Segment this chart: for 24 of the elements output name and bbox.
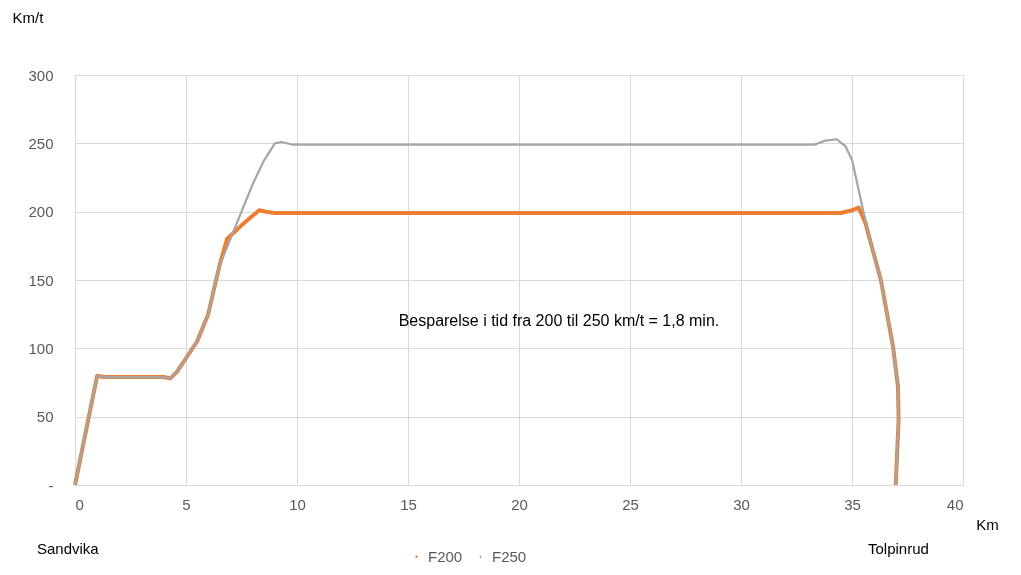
- text: Tolpinrud: [868, 540, 929, 557]
- y-tick-label: -: [48, 476, 54, 494]
- y-tick-label: 250: [28, 134, 54, 152]
- y-tick-label: 150: [28, 271, 54, 289]
- x-axis-title: Km: [976, 515, 999, 533]
- y-axis-title: Km/t: [12, 8, 45, 26]
- x-tick-label: 35: [844, 495, 861, 513]
- y-tick-label: 100: [28, 339, 54, 357]
- x-tick-label: 5: [182, 495, 191, 513]
- annotation: Besparelse i tid fra 200 til 250 km/t = 1,8 min.: [398, 312, 720, 329]
- legend-label: F200: [428, 547, 463, 565]
- text: Sandvika: [37, 540, 100, 557]
- x-tick-label: 40: [946, 495, 964, 513]
- x-tick-label: 0: [75, 495, 84, 513]
- legend-label: F250: [492, 547, 527, 565]
- x-tick-label: 20: [511, 495, 528, 513]
- x-tick-label: 25: [622, 495, 639, 513]
- y-tick-label: 300: [28, 66, 54, 84]
- x-tick-label: 30: [733, 495, 750, 513]
- x-tick-label: 15: [400, 495, 417, 513]
- y-tick-label: 50: [36, 408, 54, 426]
- x-tick-label: 10: [289, 495, 306, 513]
- line-series: [73, 138, 900, 487]
- y-tick-label: 200: [28, 203, 54, 221]
